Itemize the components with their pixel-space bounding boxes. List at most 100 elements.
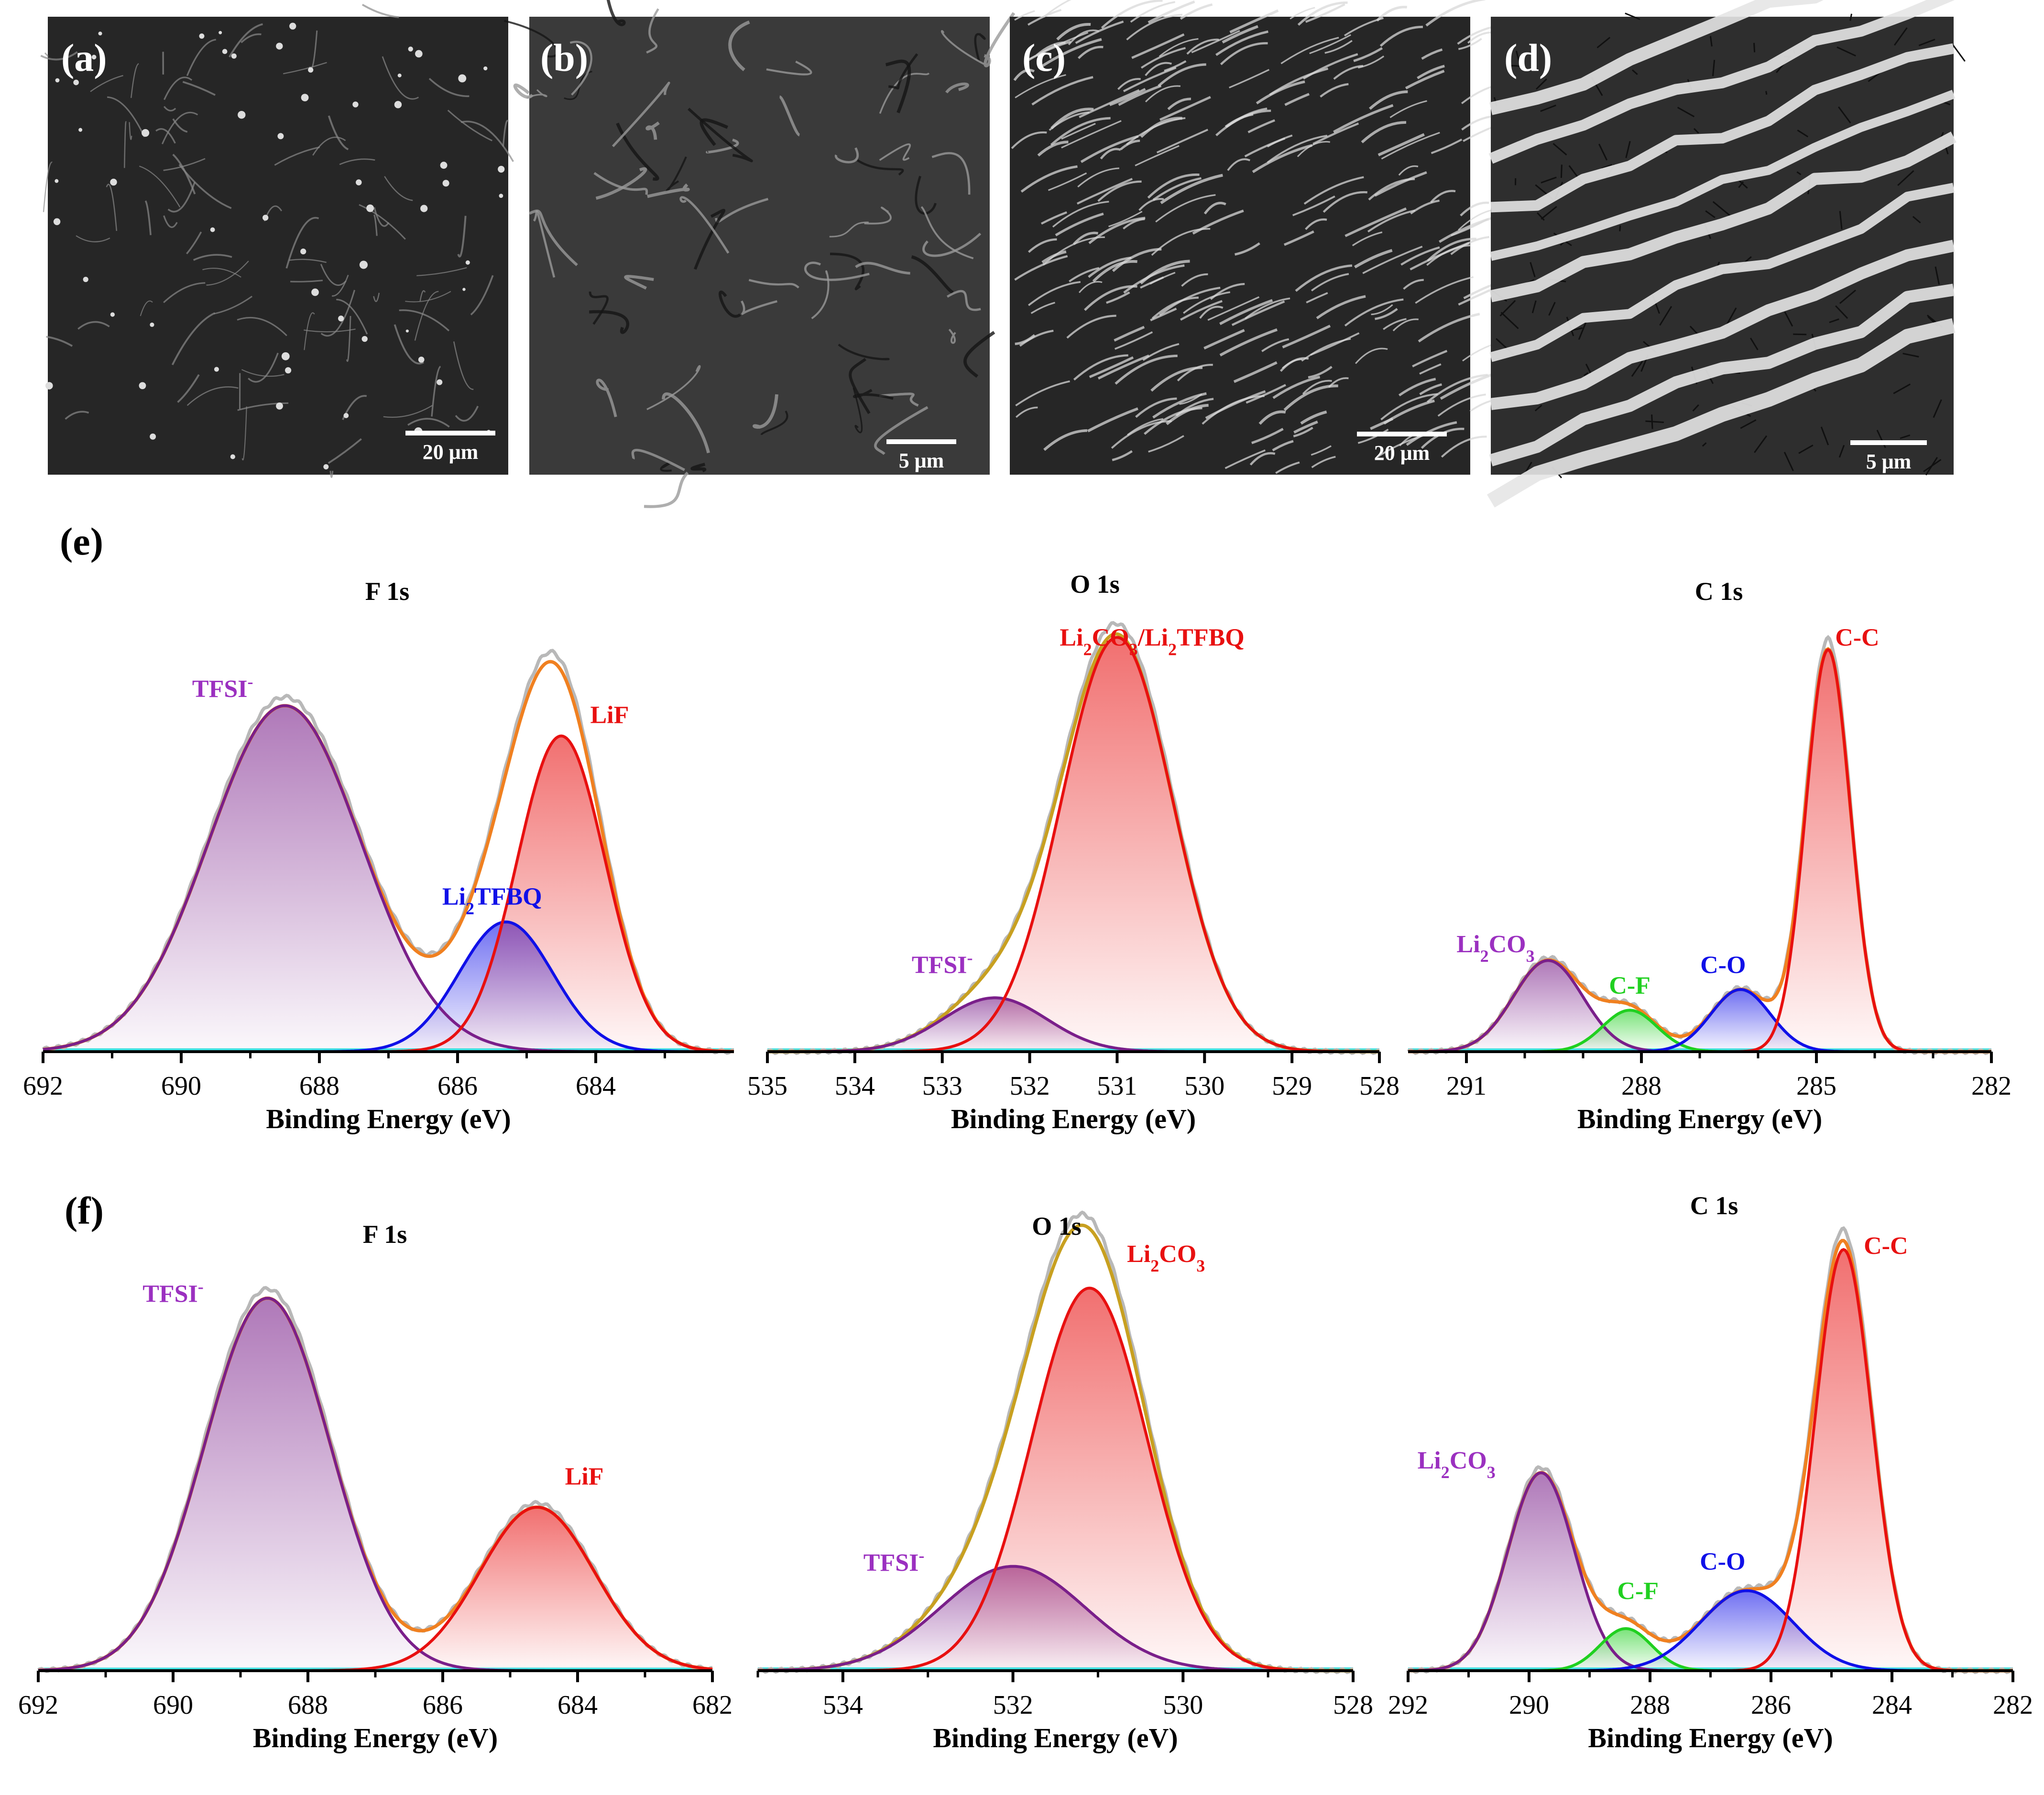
sem-particle (142, 129, 150, 137)
sem-ridge (1156, 129, 1208, 153)
sem-ridge (1112, 450, 1133, 461)
sem-fold (835, 147, 859, 163)
sem-crack (336, 299, 368, 335)
sem-ridge (1290, 7, 1315, 20)
sem-crack (186, 231, 202, 254)
sem-crack (1738, 181, 1744, 188)
sem-ridge (1301, 338, 1351, 362)
sem-ridge (1159, 96, 1211, 121)
sem-ridge (1117, 78, 1141, 90)
sem-crack (43, 162, 53, 212)
sem-crack (202, 268, 241, 278)
sem-ridge (1123, 66, 1177, 92)
sem-ridge (1361, 121, 1407, 143)
sem-ridge (1052, 201, 1109, 228)
sem-ridge (1040, 211, 1067, 225)
sem-panel-a: (a) 20 μm (40, 3, 514, 478)
sem-ridge (1419, 363, 1442, 375)
sem-ridge (1410, 199, 1440, 215)
sem-fold (920, 206, 974, 260)
sem-ridge (1487, 318, 1956, 508)
sem-ridge (1050, 117, 1111, 146)
sem-ridge (1077, 167, 1119, 188)
sem-ridge (1072, 231, 1099, 245)
sem-fold (526, 89, 547, 99)
peak-label-TFSI-: TFSI- (142, 1277, 204, 1308)
sem-particle (150, 433, 156, 440)
sem-crack (1925, 457, 1938, 476)
sem-ridge (1320, 83, 1349, 98)
sem-crack (346, 315, 351, 362)
sem-crack (214, 295, 253, 315)
sem-crack (382, 56, 419, 100)
sem-ridge (1229, 9, 1279, 33)
sem-ridge (1080, 135, 1139, 163)
peak-fill-C-O (1408, 1590, 2013, 1671)
sem-ridge (1249, 452, 1276, 466)
sem-ridge (1370, 417, 1393, 430)
sem-crack (1499, 300, 1516, 317)
x-axis-title: Binding Energy (eV) (1577, 1103, 1822, 1134)
x-tick-label: 291 (1446, 1071, 1487, 1101)
sem-ridge (1011, 131, 1047, 149)
sem-ridge (1398, 165, 1419, 176)
sem-fold (838, 343, 890, 360)
sem-ridge (1431, 138, 1463, 154)
x-axis-title: Binding Energy (eV) (253, 1722, 498, 1753)
sem-crack (1754, 435, 1768, 453)
sem-ridge (1118, 84, 1162, 106)
sem-particle (300, 248, 306, 255)
sem-ridge (1353, 47, 1383, 62)
sem-fold (688, 108, 753, 163)
sem-ridge (1258, 410, 1286, 425)
sem-crack (339, 158, 375, 165)
sem-fold (589, 291, 609, 325)
sem-ridge (1219, 299, 1273, 326)
sem-fold (693, 208, 726, 270)
peak-label-C-F: C-F (1617, 1577, 1659, 1605)
sem-fold (529, 209, 578, 266)
sem-crack (140, 300, 153, 316)
sem-ridge (1224, 449, 1266, 469)
sem-ridge (1183, 291, 1231, 314)
sem-ridge (1400, 246, 1440, 266)
sem-ridge (1460, 201, 1489, 217)
sem-particle (359, 261, 368, 269)
sem-crack (455, 405, 479, 422)
sem-ridge (1111, 420, 1172, 449)
sem-crack (1918, 38, 1935, 46)
sem-ridge (1426, 244, 1471, 266)
x-tick-label: 692 (23, 1071, 63, 1101)
sem-ridge (1377, 133, 1425, 156)
peak-label-C-F: C-F (1609, 972, 1651, 1000)
sem-fold (593, 172, 648, 195)
sem-particle (311, 288, 319, 296)
sem-particle (418, 356, 425, 363)
x-tick-label: 284 (1872, 1690, 1912, 1720)
sem-ridge (1267, 134, 1293, 148)
sem-fold (911, 255, 954, 294)
sem-ridge (1112, 248, 1162, 272)
sem-ridge (1152, 177, 1202, 201)
sem-particle (55, 179, 59, 183)
sem-ridge (1352, 231, 1383, 247)
sem-crack (1798, 444, 1814, 454)
sem-fold (940, 30, 984, 65)
sem-ridge (1311, 273, 1349, 292)
sem-ridge (1427, 238, 1476, 262)
sem-fold (741, 300, 777, 315)
sem-crack (144, 200, 152, 235)
sem-crack (1625, 141, 1631, 158)
sem-crack (285, 217, 319, 269)
sem-crack (290, 280, 323, 283)
sem-crack (177, 374, 200, 403)
sem-ridge (1180, 300, 1223, 321)
sem-ridge (1160, 174, 1223, 205)
sem-ridge (1282, 358, 1303, 369)
sem-fold (606, 0, 626, 26)
sem-crack (182, 81, 216, 96)
x-tick-label: 690 (153, 1690, 193, 1720)
sem-fold (753, 394, 778, 429)
sem-particle (301, 94, 309, 102)
sem-ridge (1324, 40, 1353, 54)
